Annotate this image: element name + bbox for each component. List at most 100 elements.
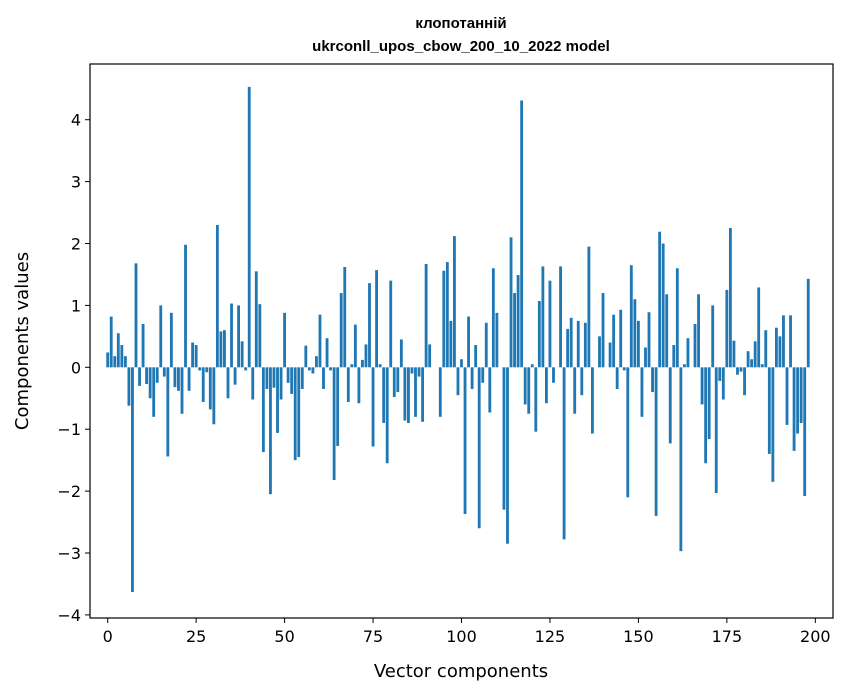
bar-14: [155, 367, 159, 383]
x-tick-label-175: 175: [712, 627, 743, 646]
bar-151: [640, 367, 644, 417]
bar-128: [559, 266, 562, 368]
bar-66: [339, 293, 343, 368]
bar-192: [785, 367, 789, 425]
bar-89: [421, 367, 424, 422]
bar-184: [757, 287, 761, 368]
bar-103: [470, 367, 474, 389]
bar-83: [399, 339, 403, 368]
bar-36: [233, 367, 237, 385]
x-tick-label-100: 100: [446, 627, 477, 646]
bar-95: [442, 270, 446, 368]
bar-52: [290, 367, 294, 394]
bar-7: [131, 367, 134, 592]
bar-102: [467, 316, 470, 368]
bar-35: [230, 303, 233, 368]
chart-subtitle: ukrconll_upos_cbow_200_10_2022 model: [312, 38, 610, 55]
bar-57: [307, 367, 311, 371]
bar-145: [619, 309, 623, 368]
bar-123: [541, 266, 545, 368]
bar-198: [806, 278, 810, 368]
plot-frame: [89, 63, 834, 619]
bar-190: [778, 336, 782, 368]
bar-104: [474, 345, 478, 368]
bar-50: [283, 312, 287, 368]
bar-69: [350, 364, 354, 368]
bar-160: [672, 345, 676, 368]
bar-3: [116, 333, 120, 368]
bar-195: [796, 367, 800, 434]
bar-181: [746, 351, 750, 368]
bar-9: [138, 367, 141, 386]
bar-135: [583, 322, 587, 368]
y-tick-label--1: −1: [57, 420, 81, 439]
bar-124: [545, 367, 548, 404]
chart-title: клопотанній: [415, 15, 506, 32]
bar-17: [166, 367, 170, 457]
bar-105: [477, 367, 481, 529]
bar-129: [562, 367, 566, 540]
bar-157: [661, 243, 665, 368]
bar-64: [332, 367, 336, 480]
bar-116: [516, 275, 520, 368]
bar-180: [743, 367, 746, 396]
x-tick-label-200: 200: [800, 627, 831, 646]
bar-178: [736, 367, 739, 375]
bar-41: [251, 367, 255, 400]
bar-34: [226, 367, 230, 399]
bar-2: [113, 356, 117, 368]
bar-136: [587, 246, 591, 368]
bar-134: [580, 367, 584, 396]
bar-56: [304, 345, 308, 368]
bar-150: [636, 320, 640, 368]
bar-132: [573, 367, 577, 414]
bar-63: [329, 367, 333, 371]
bar-60: [318, 314, 322, 368]
bar-25: [194, 345, 198, 368]
bar-31: [215, 224, 219, 368]
bar-86: [410, 367, 414, 374]
bar-164: [686, 338, 690, 368]
bar-62: [325, 338, 329, 368]
y-tick-label--4: −4: [57, 606, 81, 625]
y-tick-label-3: 3: [71, 173, 81, 192]
bar-155: [654, 367, 658, 516]
bar-120: [530, 364, 534, 368]
bar-15: [159, 305, 163, 368]
bar-5: [123, 356, 127, 368]
bar-10: [141, 323, 145, 368]
bar-186: [764, 330, 768, 368]
bar-20: [177, 367, 180, 391]
bar-159: [668, 367, 672, 444]
bar-12: [148, 367, 152, 399]
bar-94: [438, 367, 442, 417]
bar-99: [456, 367, 460, 396]
bar-117: [520, 100, 524, 368]
bar-46: [269, 367, 272, 495]
bar-80: [389, 280, 393, 368]
bar-173: [718, 367, 722, 381]
x-axis-label: Vector components: [374, 661, 548, 682]
bar-147: [626, 367, 630, 498]
bar-130: [566, 328, 570, 368]
bar-73: [364, 344, 368, 368]
bar-53: [293, 367, 297, 461]
bar-191: [782, 315, 785, 368]
bar-84: [403, 367, 407, 421]
bar-148: [629, 265, 633, 368]
bar-23: [187, 367, 191, 391]
bar-107: [484, 322, 488, 368]
x-tick-label-75: 75: [363, 627, 383, 646]
bar-194: [792, 367, 796, 451]
bar-37: [237, 305, 241, 368]
bar-101: [463, 367, 467, 515]
bar-8: [134, 263, 138, 368]
bar-97: [449, 320, 453, 368]
bar-18: [169, 312, 173, 368]
bar-43: [258, 304, 262, 368]
bar-140: [601, 293, 605, 368]
bar-42: [254, 271, 258, 368]
bar-185: [760, 364, 764, 368]
bar-153: [647, 312, 651, 368]
bar-131: [569, 317, 573, 368]
